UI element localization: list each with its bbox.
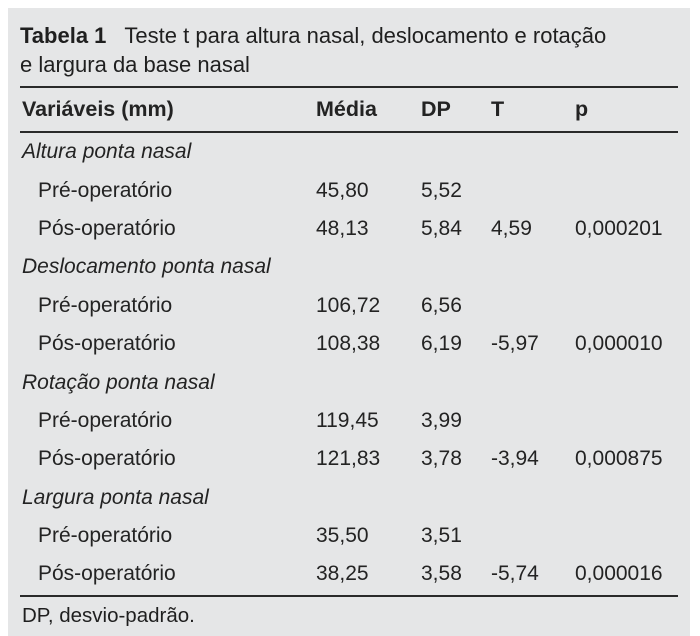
table-panel: Tabela 1 Teste t para altura nasal, deslo… [8,8,690,636]
cell-media: 108,38 [316,332,381,356]
cell-media: 38,25 [316,562,369,586]
table-row: Pré-operatório 45,80 5,52 [20,171,678,209]
cell-p: 0,000016 [575,562,663,586]
column-header-p: p [575,97,589,121]
cell-t: -5,74 [491,562,539,586]
table-label: Tabela 1 [20,23,107,48]
table-title-line2: e largura da base nasal [20,52,250,77]
section-label: Deslocamento ponta nasal [22,255,271,279]
cell-dp: 3,99 [421,408,462,432]
section-row: Altura ponta nasal [20,133,678,171]
cell-p: 0,000201 [575,216,663,240]
section-label: Rotação ponta nasal [22,370,215,394]
section-row: Rotação ponta nasal [20,363,678,401]
table-title-line1: Teste t para altura nasal, deslocamento … [124,23,607,48]
cell-media: 48,13 [316,216,369,240]
divider-header [20,131,678,133]
cell-t: 4,59 [491,216,532,240]
section-label: Largura ponta nasal [22,485,209,509]
table-row: Pré-operatório 35,50 3,51 [20,517,678,555]
table-row: Pós-operatório 108,38 6,19 -5,97 0,00001… [20,325,678,363]
caption-line-1: Tabela 1 Teste t para altura nasal, deslo… [20,21,678,50]
cell-media: 45,80 [316,178,369,202]
cell-dp: 5,84 [421,216,462,240]
column-header-t: T [491,97,505,121]
cell-media: 106,72 [316,293,381,317]
row-label: Pré-operatório [38,408,173,432]
column-header-media: Média [316,97,377,121]
row-label: Pós-operatório [38,216,176,240]
row-label: Pré-operatório [38,524,173,548]
row-label: Pré-operatório [38,293,173,317]
cell-t: -5,97 [491,332,539,356]
table-row: Pré-operatório 106,72 6,56 [20,287,678,325]
cell-media: 121,83 [316,447,381,471]
row-label: Pré-operatório [38,178,173,202]
table-footnote: DP, desvio-padrão. [22,603,195,627]
table-row: Pós-operatório 48,13 5,84 4,59 0,000201 [20,210,678,248]
row-label: Pós-operatório [38,562,176,586]
table-row: Pós-operatório 38,25 3,58 -5,74 0,000016 [20,555,678,593]
cell-dp: 6,56 [421,293,462,317]
cell-dp: 3,58 [421,562,462,586]
table-row: Pós-operatório 121,83 3,78 -3,94 0,00087… [20,440,678,478]
cell-t: -3,94 [491,447,539,471]
cell-dp: 6,19 [421,332,462,356]
table-caption: Tabela 1 Teste t para altura nasal, deslo… [20,8,678,79]
section-label: Altura ponta nasal [22,140,192,164]
cell-dp: 3,78 [421,447,462,471]
cell-dp: 3,51 [421,524,462,548]
column-header-variaveis: Variáveis (mm) [22,97,174,121]
row-label: Pós-operatório [38,332,176,356]
cell-p: 0,000010 [575,332,663,356]
column-header-dp: DP [421,97,451,121]
table-row: Pré-operatório 119,45 3,99 [20,402,678,440]
cell-media: 35,50 [316,524,369,548]
cell-p: 0,000875 [575,447,663,471]
section-row: Deslocamento ponta nasal [20,248,678,286]
cell-dp: 5,52 [421,178,462,202]
cell-media: 119,45 [316,408,379,432]
table-header-row: Variáveis (mm) Média DP T p [20,88,678,131]
divider-bottom [20,594,678,597]
row-label: Pós-operatório [38,447,176,471]
divider-top [20,86,678,88]
section-row: Largura ponta nasal [20,479,678,517]
